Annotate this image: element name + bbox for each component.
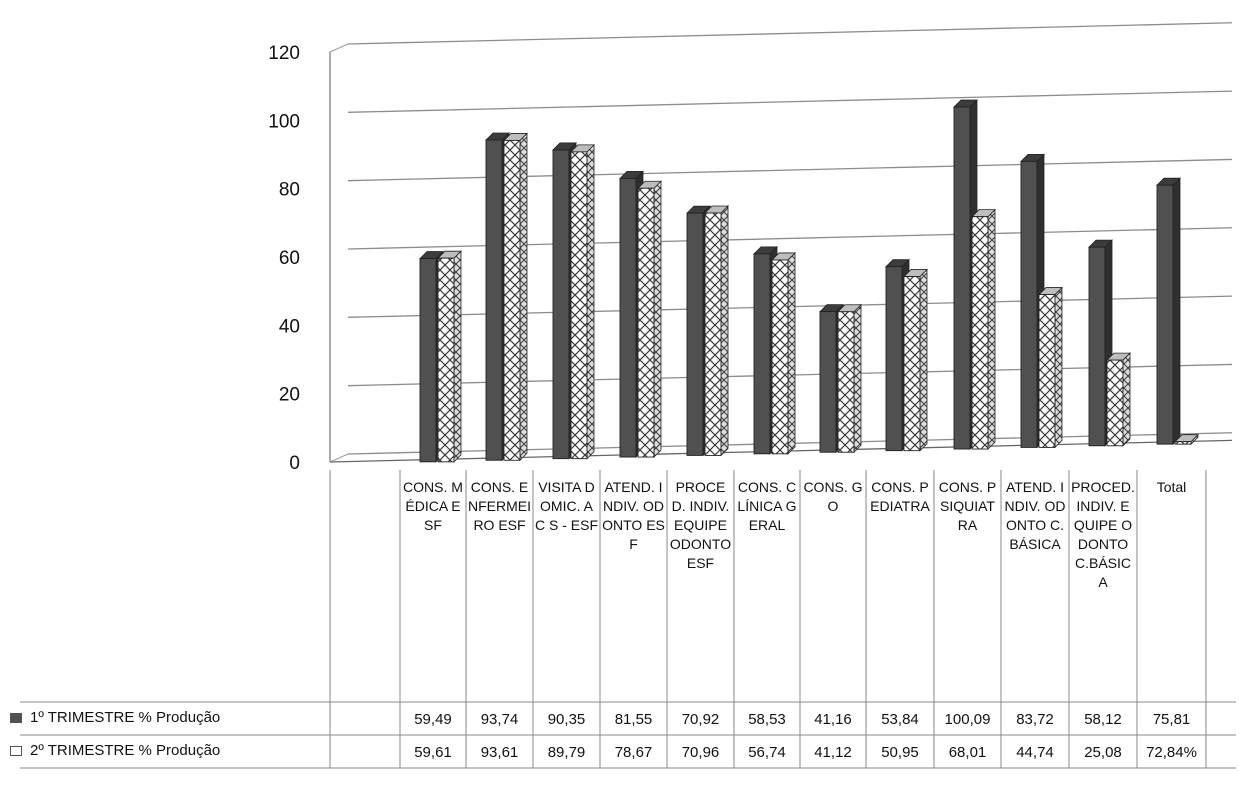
bars-layer <box>419 99 1199 463</box>
data-label: 44,74 <box>1016 744 1054 761</box>
data-label: 41,16 <box>814 711 852 728</box>
y-tick-label: 40 <box>279 316 300 337</box>
y-axis: 0 20 40 60 80 100 120 <box>268 43 300 474</box>
category-label: CONS. MÉDICA ESF <box>403 479 463 533</box>
legend-key <box>10 746 22 757</box>
category-label: PROCED. INDIV. EQUIPE ODONTO ESF <box>669 479 732 571</box>
category-label: Total <box>1156 479 1187 495</box>
data-label: 58,12 <box>1084 711 1122 728</box>
data-label: 59,61 <box>414 744 452 761</box>
category-label: PROCED. INDIV. EQUIPE ODONTO C.BÁSICA <box>1071 479 1135 590</box>
category-label: CONS. ENFERMEIRO ESF <box>468 479 531 533</box>
data-label: 81,55 <box>614 711 653 728</box>
data-label: 58,53 <box>748 711 786 728</box>
data-label: 53,84 <box>881 711 919 728</box>
data-label: 56,74 <box>748 744 786 761</box>
bar-series-2 <box>704 205 729 457</box>
y-tick-label: 0 <box>289 453 300 474</box>
y-tick-label: 100 <box>268 111 300 132</box>
bar-series-2 <box>570 143 595 460</box>
series-1-row-label: 1º TRIMESTRE % Produção <box>10 709 220 726</box>
bar-series-2 <box>1106 352 1131 447</box>
data-label: 93,74 <box>480 711 519 728</box>
data-label: 70,96 <box>681 744 720 761</box>
category-label: ATEND. INDIV. ODONTO C.BÁSICA <box>1004 479 1066 552</box>
data-label: 70,92 <box>681 711 720 728</box>
category-label: VISITA DOMIC. A C S - ESF <box>535 479 599 533</box>
bar-series-2 <box>771 251 796 455</box>
bar-series-2 <box>437 250 462 463</box>
table-lines <box>20 470 1236 769</box>
bar-series-2 <box>1174 433 1199 446</box>
data-label: 72,84% <box>1146 744 1197 761</box>
series-2-row-label: 2º TRIMESTRE % Produção <box>10 742 220 759</box>
category-label: CONS. PSIQUIATRA <box>938 479 997 533</box>
data-label: 90,35 <box>547 711 586 728</box>
y-tick-label: 120 <box>268 43 300 64</box>
data-label: 25,08 <box>1084 744 1122 761</box>
bar-series-2 <box>1038 286 1063 449</box>
bar-series-1 <box>1156 177 1181 446</box>
data-label: 50,95 <box>881 744 919 761</box>
data-label: 78,67 <box>614 744 653 761</box>
data-label: 89,79 <box>547 744 586 761</box>
y-tick-label: 20 <box>279 385 300 406</box>
data-label: 41,12 <box>814 744 852 761</box>
legend-key <box>10 713 22 724</box>
bar-series-2 <box>971 208 996 450</box>
y-tick-label: 80 <box>279 180 300 201</box>
data-label: 83,72 <box>1016 711 1054 728</box>
data-label: 68,01 <box>948 744 987 761</box>
data-label: 59,49 <box>414 711 452 728</box>
data-label: 75,81 <box>1152 711 1191 728</box>
y-tick-label: 60 <box>279 248 300 269</box>
category-label: CONS. PEDIATRA <box>870 479 930 514</box>
bar-series-2 <box>503 132 528 462</box>
category-label: ATEND. INDIV. ODONTO ESF <box>602 479 665 552</box>
bar-series-2 <box>903 268 928 452</box>
data-label: 93,61 <box>480 744 519 761</box>
bar-series-2 <box>637 180 662 459</box>
category-label: CONS. GO <box>803 479 863 514</box>
bar-series-2 <box>837 303 862 454</box>
data-label: 100,09 <box>944 711 991 728</box>
category-label: CONS. CLÍNICA GERAL <box>737 479 797 533</box>
